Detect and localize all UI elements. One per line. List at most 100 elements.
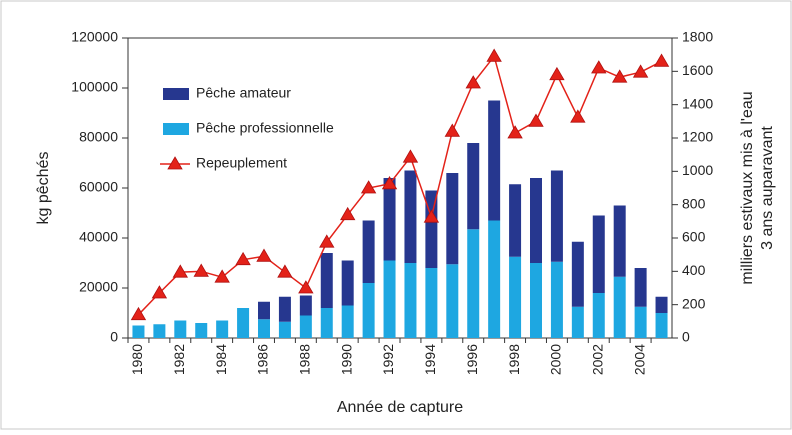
- bar: [655, 296, 668, 313]
- marker: [611, 69, 628, 83]
- marker: [214, 269, 230, 283]
- bar: [530, 178, 542, 263]
- marker: [256, 248, 272, 262]
- bar: [404, 170, 417, 263]
- bar: [592, 215, 605, 293]
- y2-tick-label: 200: [682, 295, 706, 311]
- marker: [444, 123, 461, 137]
- marker: [277, 264, 293, 278]
- x-axis-label: Année de capture: [337, 399, 463, 416]
- bar: [446, 173, 459, 265]
- x-tick-label: 1992: [380, 344, 396, 375]
- bar: [258, 301, 270, 320]
- bar: [634, 268, 647, 307]
- y2-tick-label: 1800: [682, 29, 713, 45]
- marker: [130, 306, 147, 321]
- y-tick-label: 100000: [71, 79, 118, 95]
- bar: [550, 261, 563, 338]
- x-tick-label: 2000: [548, 344, 564, 375]
- bar: [341, 260, 354, 306]
- bar: [446, 264, 459, 338]
- marker: [319, 234, 335, 248]
- y2-tick-label: 1400: [682, 95, 713, 111]
- marker: [381, 176, 398, 190]
- bar: [655, 313, 668, 338]
- bar: [362, 220, 375, 283]
- x-tick-label: 2002: [589, 344, 605, 375]
- marker: [465, 75, 481, 89]
- bar: [530, 263, 542, 338]
- y-axis-label: kg pêchés: [35, 152, 52, 225]
- marker: [591, 60, 607, 74]
- bar: [488, 220, 501, 338]
- x-tick-label: 1996: [464, 344, 480, 375]
- x-tick-label: 2004: [631, 344, 647, 375]
- x-tick-label: 1990: [338, 344, 354, 375]
- y2-tick-label: 1200: [682, 129, 713, 145]
- bar: [278, 321, 291, 338]
- bar: [592, 293, 605, 338]
- bar: [571, 306, 584, 338]
- bar: [320, 253, 333, 308]
- x-tick-label: 1980: [129, 344, 145, 375]
- bar: [132, 325, 145, 338]
- y2-tick-label: 400: [682, 262, 706, 278]
- bar: [216, 320, 229, 338]
- bar: [237, 308, 250, 338]
- marker: [193, 263, 209, 277]
- line: [137, 54, 662, 316]
- bar: [467, 229, 480, 338]
- marker: [528, 113, 544, 127]
- bar: [299, 315, 312, 338]
- marker: [339, 206, 356, 221]
- legend-swatch: [163, 88, 189, 100]
- y2-axis-label: 3 ans auparavant: [759, 126, 776, 250]
- bar: [299, 295, 312, 316]
- y2-tick-label: 600: [682, 229, 706, 245]
- y-tick-label: 40000: [79, 229, 118, 245]
- marker: [151, 285, 168, 299]
- bar: [174, 320, 187, 338]
- marker: [172, 264, 189, 278]
- bar: [613, 276, 626, 338]
- y2-tick-label: 0: [682, 329, 690, 345]
- y-tick-label: 60000: [79, 179, 118, 195]
- bar: [488, 100, 501, 221]
- bar: [634, 306, 647, 338]
- bar: [509, 184, 522, 257]
- y-tick-label: 120000: [71, 29, 118, 45]
- x-tick-label: 1986: [255, 344, 271, 375]
- bar: [571, 241, 584, 307]
- bar: [383, 260, 396, 338]
- bar: [550, 170, 563, 262]
- x-tick-label: 1982: [171, 344, 187, 375]
- bar: [341, 305, 354, 338]
- x-tick-label: 1988: [297, 344, 313, 375]
- x-tick-label: 1984: [213, 344, 229, 375]
- bar: [258, 319, 270, 338]
- bar: [362, 283, 375, 338]
- marker: [402, 149, 419, 163]
- legend-label: Pêche professionnelle: [196, 120, 334, 136]
- marker: [298, 280, 314, 294]
- marker: [423, 209, 440, 223]
- bar: [425, 268, 438, 338]
- bar: [467, 143, 480, 230]
- y2-axis-label: milliers estivaux mis à l'eau: [739, 91, 756, 284]
- legend-swatch: [163, 123, 189, 135]
- bar: [509, 256, 522, 338]
- y-tick-label: 0: [110, 329, 118, 345]
- marker: [570, 109, 586, 123]
- marker: [486, 48, 502, 62]
- bar: [404, 263, 417, 338]
- marker: [360, 180, 377, 194]
- legend-label: Pêche amateur: [196, 85, 291, 101]
- y-tick-label: 80000: [79, 129, 118, 145]
- y-tick-label: 20000: [79, 279, 118, 295]
- x-tick-label: 1994: [422, 344, 438, 375]
- y2-tick-label: 1000: [682, 162, 713, 178]
- legend-swatch: [167, 156, 183, 170]
- bar: [320, 308, 333, 338]
- bar: [613, 205, 626, 277]
